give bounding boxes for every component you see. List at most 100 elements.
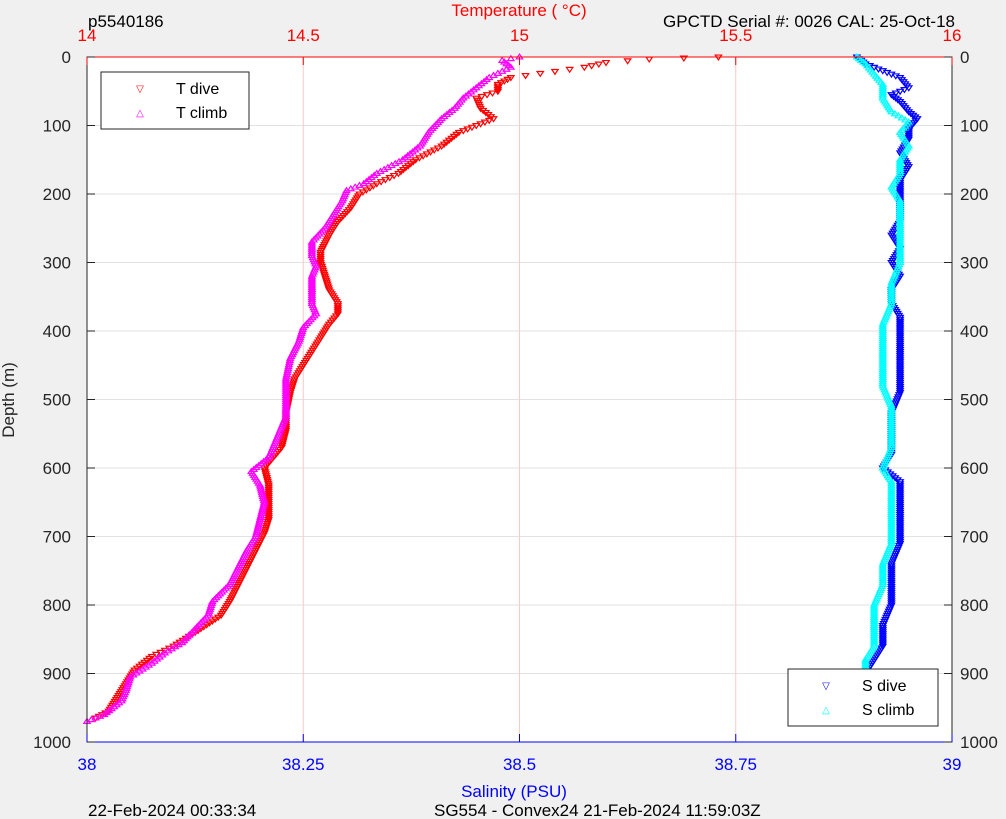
- data-point: [359, 179, 369, 187]
- data-point: [893, 97, 903, 104]
- data-point: [150, 657, 159, 664]
- data-point: [506, 63, 516, 70]
- data-point: [461, 92, 471, 99]
- data-point: [447, 106, 457, 113]
- data-point: [157, 651, 167, 658]
- data-point: [466, 87, 476, 95]
- data-point: [493, 69, 503, 76]
- data-point: [565, 66, 574, 74]
- legend-marker-s-dive: ▽: [822, 681, 830, 692]
- data-point: [155, 653, 164, 660]
- data-point: [346, 184, 356, 192]
- data-point: [372, 169, 382, 176]
- temperature-tick-label: 15.5: [719, 26, 752, 45]
- data-point: [129, 671, 138, 678]
- data-point: [889, 93, 898, 101]
- data-point: [147, 659, 157, 666]
- data-point: [144, 661, 154, 668]
- salinity-tick-label: 38.5: [503, 755, 536, 774]
- depth-tick-label-left: 700: [43, 528, 71, 547]
- data-point: [355, 181, 364, 188]
- salinity-tick-label: 39: [943, 755, 962, 774]
- data-point: [398, 155, 408, 163]
- depth-tick-label-left: 300: [43, 254, 71, 273]
- data-point: [894, 111, 903, 119]
- data-point: [99, 710, 109, 718]
- depth-tick-label-right: 300: [960, 254, 988, 273]
- data-point: [177, 638, 187, 646]
- data-point: [904, 109, 914, 116]
- data-point: [477, 93, 486, 101]
- depth-tick-label-left: 400: [43, 322, 71, 341]
- data-point: [450, 104, 459, 111]
- data-point: [503, 76, 512, 84]
- data-point: [482, 75, 491, 83]
- data-point: [601, 59, 611, 67]
- data-point: [474, 81, 484, 89]
- depth-tick-label-right: 500: [960, 391, 988, 410]
- temperature-tick-label: 14: [78, 26, 97, 45]
- depth-tick-label-right: 0: [960, 48, 969, 67]
- depth-tick-label-left: 100: [43, 117, 71, 136]
- data-point: [900, 116, 910, 123]
- data-point: [376, 167, 385, 175]
- data-point: [550, 68, 560, 76]
- data-point: [906, 110, 916, 118]
- profile-id: p5540186: [88, 12, 164, 31]
- depth-tick-label-right: 700: [960, 528, 988, 547]
- data-point: [87, 715, 96, 723]
- depth-tick-label-right: 1000: [960, 733, 998, 752]
- legend-marker-t-dive: ▽: [136, 84, 144, 95]
- axes: 0 0 100 100 200 200 300 300 400 400 500 500 600 600 70…: [33, 26, 998, 774]
- depth-tick-label-left: 900: [43, 665, 71, 684]
- data-point: [439, 112, 449, 120]
- data-point: [484, 73, 494, 81]
- data-point: [887, 107, 896, 115]
- data-point: [500, 78, 509, 85]
- data-point: [477, 79, 486, 87]
- salinity-axis-label: Salinity (PSU): [461, 782, 567, 801]
- data-point: [91, 714, 100, 721]
- depth-tick-label-right: 900: [960, 665, 988, 684]
- data-point: [890, 109, 900, 117]
- data-point: [623, 58, 632, 65]
- data-point: [445, 108, 454, 116]
- grid-lines: [87, 57, 952, 742]
- temperature-legend: ▽ T dive △ T climb: [100, 71, 250, 130]
- data-point: [493, 85, 503, 92]
- data-point: [464, 90, 473, 97]
- data-point: [167, 644, 177, 652]
- data-point: [580, 64, 589, 72]
- data-point: [170, 642, 180, 650]
- depth-tick-label-left: 0: [62, 48, 71, 67]
- depth-tick-label-right: 100: [960, 117, 988, 136]
- data-point: [442, 110, 452, 118]
- series-t-climb: [82, 53, 524, 724]
- depth-tick-label-left: 600: [43, 459, 71, 478]
- salinity-legend-box: [787, 668, 939, 727]
- data-point: [369, 171, 379, 179]
- data-point: [493, 88, 503, 96]
- data-point: [251, 530, 261, 538]
- data-point: [891, 95, 901, 103]
- temperature-tick-label: 15: [510, 26, 529, 45]
- data-point: [506, 54, 516, 62]
- data-point: [471, 83, 481, 91]
- data-point: [493, 83, 503, 91]
- data-point: [502, 65, 511, 72]
- serial-info: GPCTD Serial #: 0026 CAL: 25-Oct-18: [663, 12, 955, 31]
- salinity-tick-label: 38.75: [714, 755, 757, 774]
- depth-axis-label: Depth (m): [0, 362, 18, 438]
- data-point: [489, 71, 498, 79]
- data-point: [910, 114, 920, 121]
- data-point: [367, 173, 376, 181]
- depth-tick-label-left: 1000: [33, 733, 71, 752]
- data-point: [521, 72, 530, 80]
- temperature-axis-label: Temperature ( °C): [451, 1, 586, 20]
- footer-mission-info: SG554 - Convex24 21-Feb-2024 11:59:03Z: [434, 801, 761, 819]
- data-point: [138, 665, 147, 672]
- data-point: [152, 655, 162, 662]
- data-point: [350, 183, 360, 190]
- depth-tick-label-right: 600: [960, 459, 988, 478]
- legend-label-t-climb: T climb: [176, 105, 227, 122]
